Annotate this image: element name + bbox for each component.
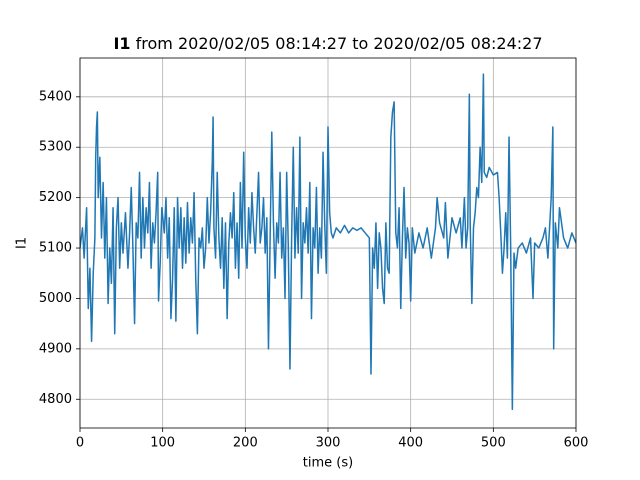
x-tick-label: 500 [481, 436, 506, 451]
y-tick-label: 5400 [39, 89, 72, 104]
x-tick-label: 100 [150, 436, 175, 451]
plot-frame [79, 57, 577, 429]
x-tick-label: 200 [233, 436, 258, 451]
x-tick-label: 600 [564, 436, 589, 451]
chart-title: I1 from 2020/02/05 08:14:27 to 2020/02/0… [113, 34, 542, 53]
y-tick-label: 4900 [39, 341, 72, 356]
data-line [80, 73, 576, 411]
y-tick-label: 4800 [39, 392, 72, 407]
x-axis-label: time (s) [303, 456, 353, 471]
title-text: from 2020/02/05 08:14:27 to 2020/02/05 0… [136, 34, 543, 53]
title-name: I1 [113, 34, 130, 53]
x-tick-label: 300 [316, 436, 341, 451]
y-tick-label: 5300 [39, 140, 72, 155]
y-tick-label: 5100 [39, 241, 72, 256]
x-tick-label: 0 [76, 436, 84, 451]
y-axis-label: I1 [15, 237, 30, 249]
y-tick-label: 5200 [39, 190, 72, 205]
y-tick-label: 5000 [39, 291, 72, 306]
x-tick-label: 400 [398, 436, 423, 451]
